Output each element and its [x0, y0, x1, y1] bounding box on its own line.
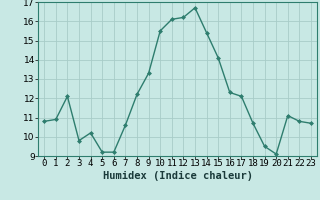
X-axis label: Humidex (Indice chaleur): Humidex (Indice chaleur): [103, 171, 252, 181]
